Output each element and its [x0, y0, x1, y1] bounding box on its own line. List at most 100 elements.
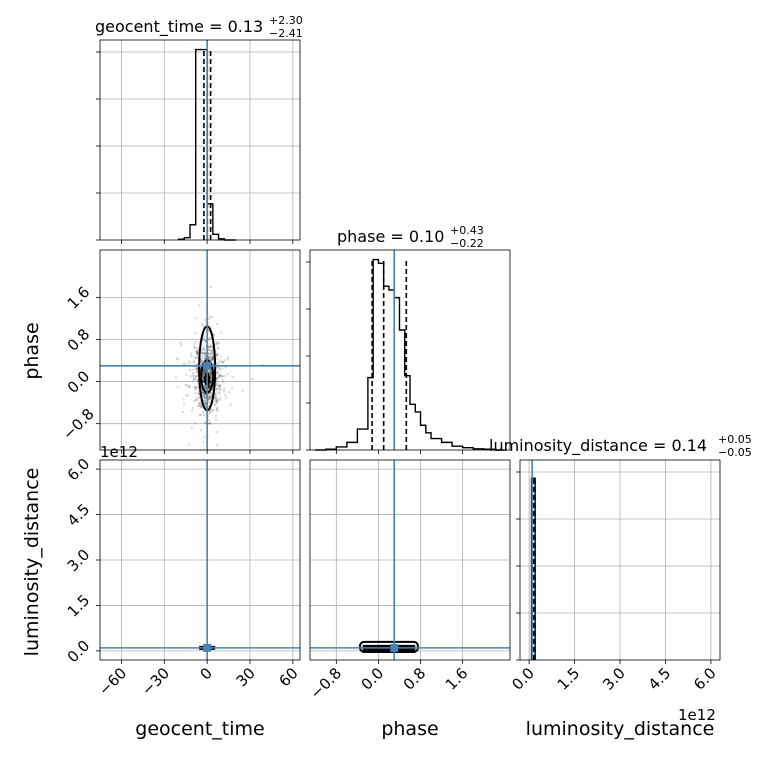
- sample-point: [200, 359, 204, 363]
- sample-point: [194, 388, 197, 391]
- sample-point: [203, 352, 207, 355]
- sample-point: [220, 375, 224, 378]
- sample-point: [207, 386, 211, 390]
- sample-point: [214, 414, 218, 418]
- truth-point: [390, 643, 399, 652]
- sample-point: [195, 397, 198, 400]
- sample-point: [203, 401, 206, 404]
- sample-point: [198, 304, 201, 307]
- sample-point: [185, 373, 188, 376]
- sample-point: [210, 377, 213, 380]
- x-axis-label-phase: phase: [381, 718, 438, 740]
- sample-point: [211, 355, 215, 359]
- sample-point: [221, 374, 224, 378]
- axes-frame: [99, 39, 301, 241]
- sample-point: [180, 343, 183, 347]
- sample-point: [195, 350, 198, 353]
- sample-point: [220, 367, 224, 370]
- sample-point: [211, 356, 215, 360]
- sample-point: [209, 375, 213, 378]
- sample-point: [209, 344, 213, 348]
- sample-point: [196, 385, 200, 388]
- sample-point: [191, 374, 195, 377]
- sample-point: [201, 391, 204, 394]
- sample-point: [203, 349, 206, 352]
- sample-point: [207, 317, 211, 321]
- sample-point: [204, 354, 207, 358]
- sample-point: [208, 336, 212, 340]
- sample-point: [220, 331, 223, 334]
- sample-point: [184, 383, 187, 387]
- x-tick-label: 0.8: [400, 664, 430, 694]
- sample-point: [217, 367, 221, 370]
- sample-point: [212, 333, 216, 337]
- sample-point: [186, 394, 190, 397]
- sample-point: [202, 395, 205, 398]
- sample-point: [216, 406, 219, 409]
- sample-point: [214, 391, 217, 394]
- sample-point: [208, 384, 211, 388]
- sample-point: [209, 373, 212, 376]
- sample-point: [218, 375, 222, 378]
- sample-point: [201, 394, 205, 398]
- sample-point: [211, 358, 215, 362]
- sample-point: [210, 349, 213, 352]
- sample-point: [208, 422, 212, 425]
- sample-point: [215, 372, 219, 375]
- sample-point: [202, 380, 205, 384]
- sample-point: [202, 391, 205, 395]
- sample-point: [194, 377, 198, 380]
- sample-point: [211, 351, 214, 354]
- sample-point: [215, 354, 218, 358]
- sample-point: [208, 419, 211, 422]
- sample-point: [212, 409, 215, 412]
- sample-point: [211, 357, 214, 360]
- sample-point: [196, 398, 199, 402]
- axes-frame: [309, 459, 511, 661]
- sample-point: [217, 384, 221, 387]
- sample-point: [189, 375, 193, 378]
- sample-point: [215, 399, 218, 402]
- sample-point: [203, 399, 206, 402]
- sample-point: [216, 353, 219, 356]
- sample-point: [202, 392, 205, 395]
- y-tick-label: 6.0: [64, 455, 94, 485]
- sample-point: [201, 323, 204, 326]
- sample-point: [215, 342, 219, 345]
- sample-point: [208, 383, 212, 386]
- sample-point: [190, 426, 193, 430]
- sample-point: [199, 359, 203, 362]
- contour-core: [362, 644, 416, 653]
- sample-point: [201, 347, 204, 350]
- sample-point: [177, 358, 180, 361]
- x-axis-label-luminosity-distance: luminosity_distance: [526, 718, 715, 740]
- sample-point: [216, 357, 219, 360]
- sample-point: [185, 383, 189, 387]
- sample-point: [218, 384, 221, 387]
- sample-point: [197, 392, 200, 396]
- sample-point: [196, 352, 199, 355]
- sample-point: [194, 386, 197, 389]
- sample-point: [218, 368, 222, 371]
- sample-point: [202, 348, 206, 351]
- sample-point: [218, 392, 221, 395]
- sample-point: [199, 358, 203, 362]
- sample-point: [200, 351, 204, 355]
- sample-point: [203, 395, 206, 399]
- sample-point: [208, 345, 212, 348]
- x-tick-label: 1.6: [442, 664, 472, 694]
- sample-point: [202, 376, 205, 379]
- sample-point: [185, 394, 188, 397]
- sample-point: [208, 371, 212, 375]
- sample-point: [202, 377, 205, 380]
- sample-point: [208, 315, 212, 318]
- sample-point: [209, 352, 213, 356]
- sample-point: [231, 375, 234, 379]
- sample-point: [181, 410, 184, 414]
- sample-point: [214, 393, 217, 396]
- sample-point: [192, 377, 196, 380]
- sample-point: [193, 345, 196, 349]
- truth-point: [203, 643, 212, 652]
- sample-point: [203, 393, 206, 397]
- sample-point: [195, 374, 198, 378]
